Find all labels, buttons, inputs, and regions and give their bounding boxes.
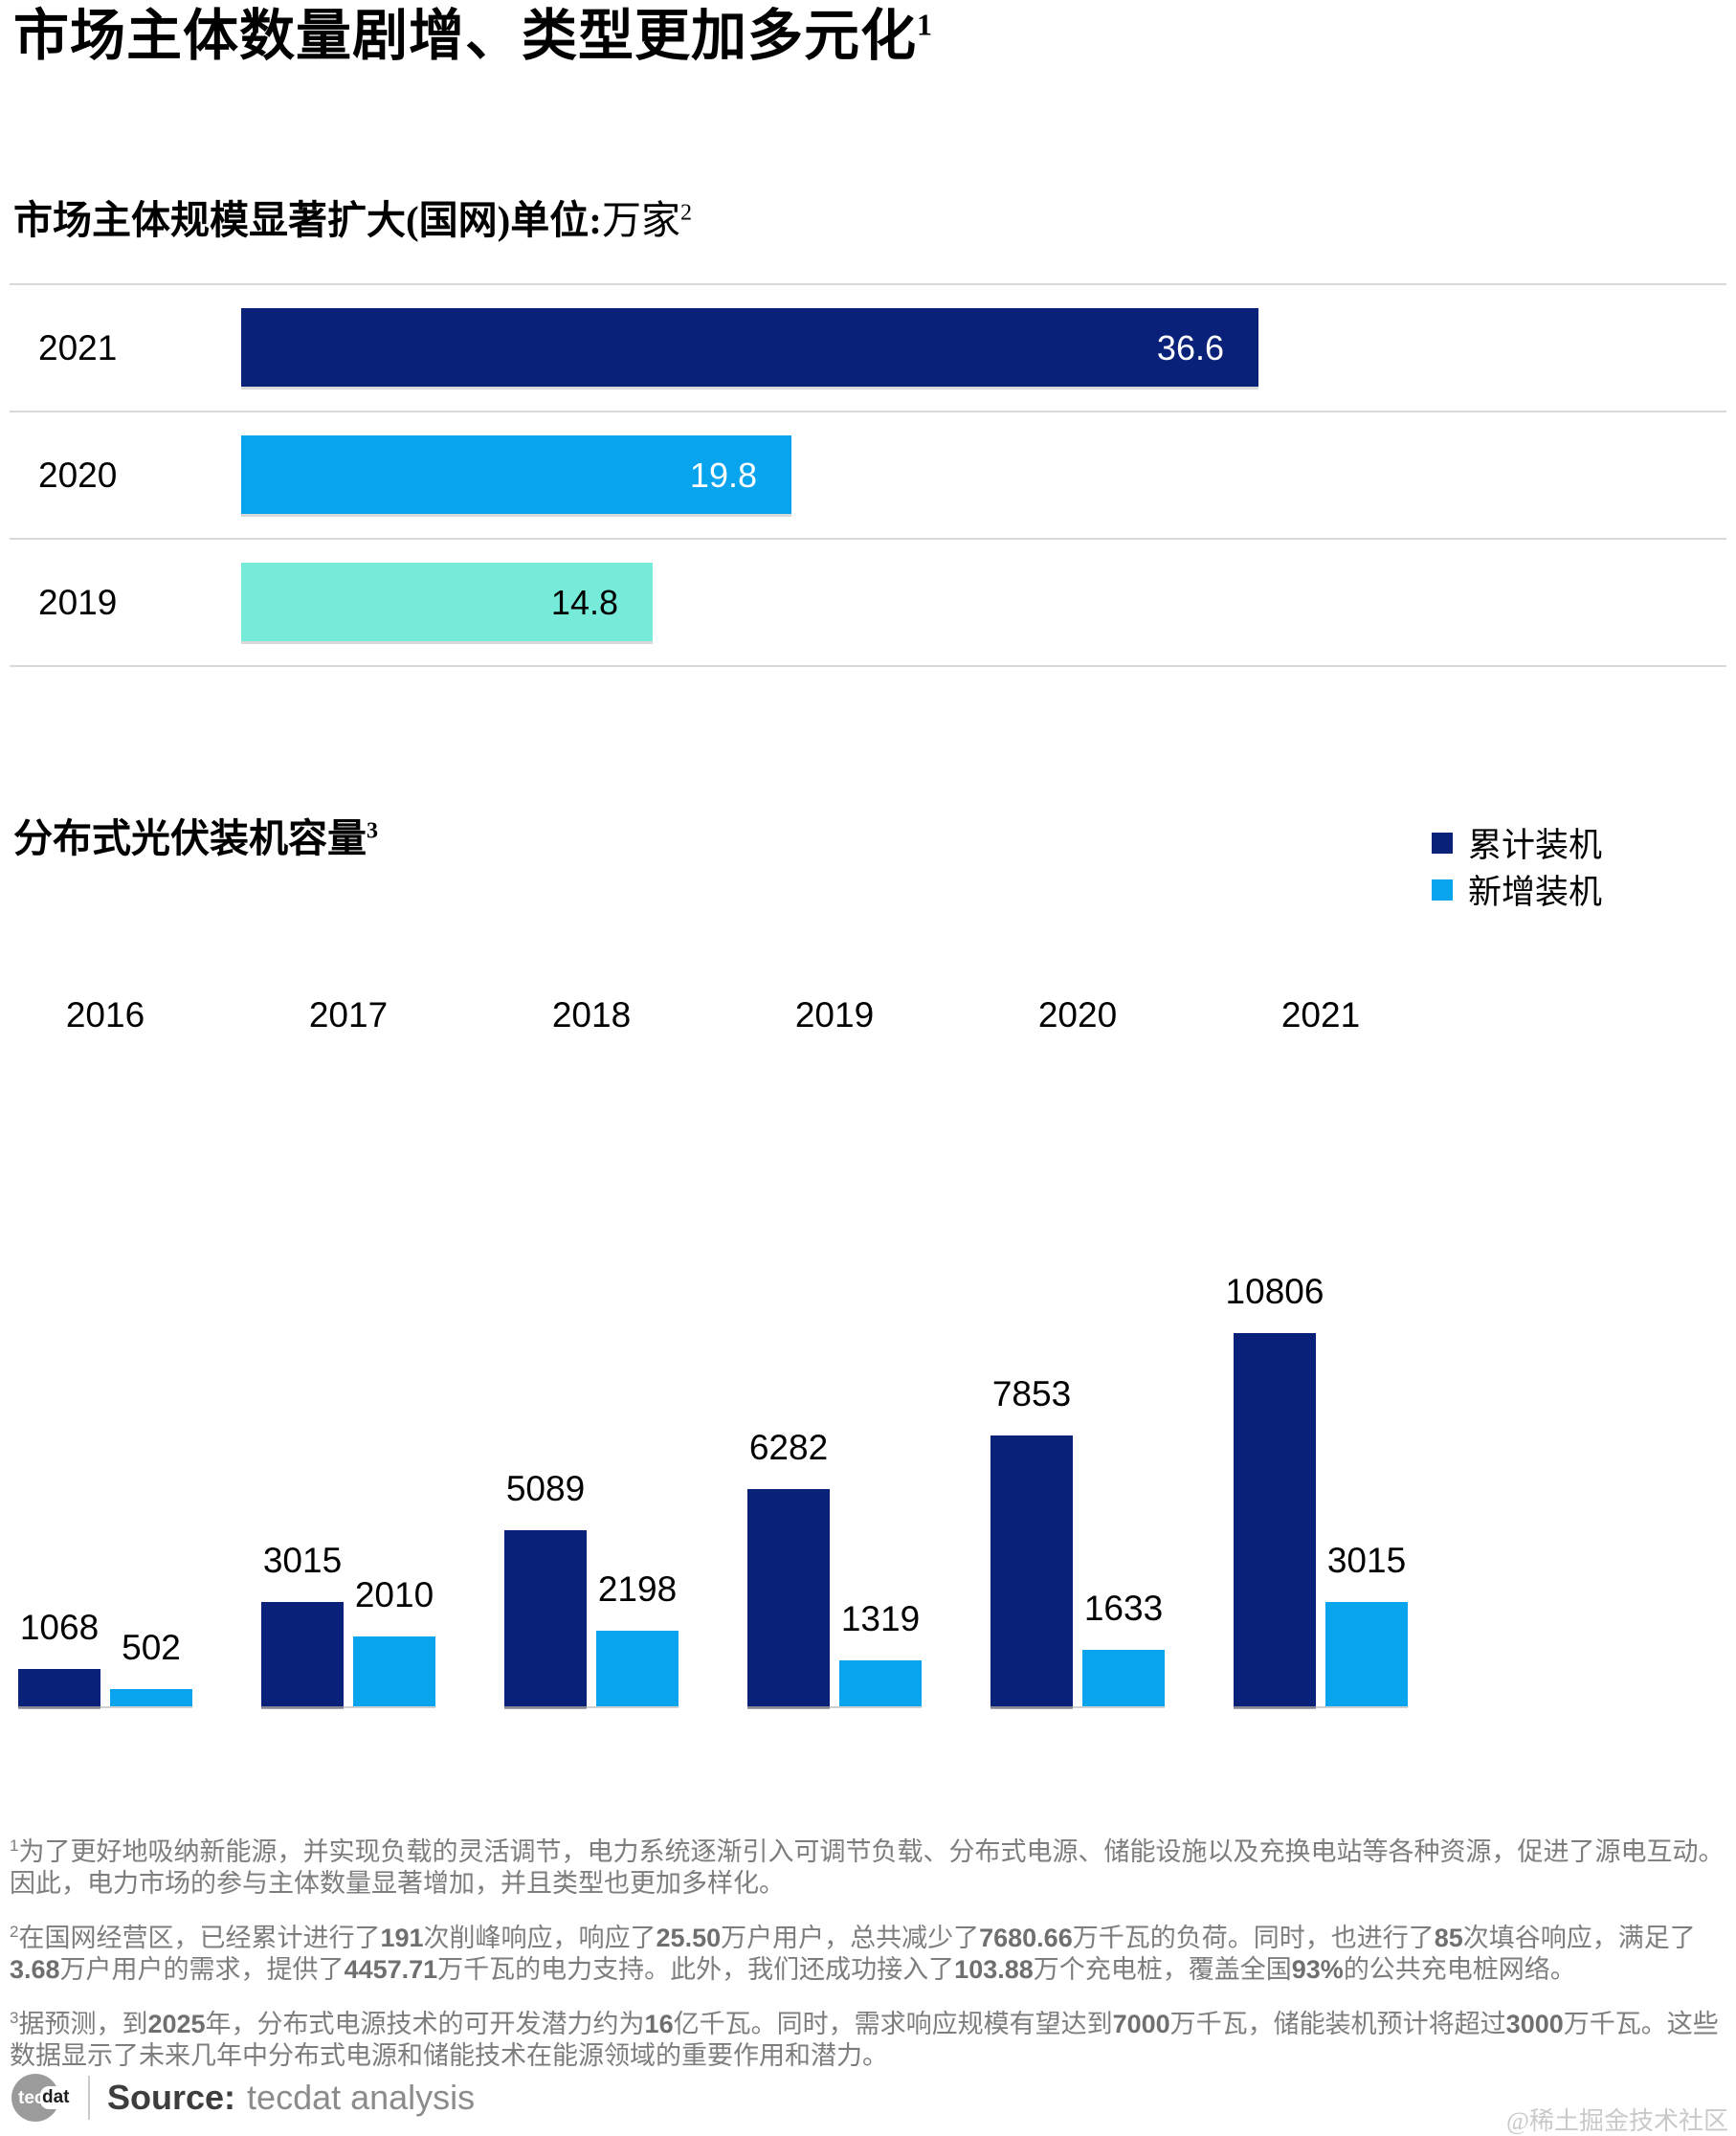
legend-item-new: 新增装机 — [1432, 866, 1602, 913]
footnotes: 1为了更好地吸纳新能源，并实现负载的灵活调节，电力系统逐渐引入可调节负载、分布式… — [10, 1830, 1725, 2088]
bar-value-label: 2198 — [597, 1569, 678, 1609]
market-entities-bar-chart: 2021 36.6 2020 19.8 2019 14.8 — [10, 283, 1726, 667]
bar-2021: 36.6 — [241, 308, 1258, 387]
source-footer: tec dat Source: tecdat analysis — [11, 2071, 475, 2125]
new-installed-bar-2017 — [353, 1636, 435, 1706]
footnote-marker: 2 — [10, 1923, 19, 1941]
legend-item-cumulative: 累计装机 — [1432, 819, 1602, 866]
year-label: 2018 — [551, 995, 632, 1035]
row-year-label: 2020 — [38, 455, 118, 495]
footnote-2: 2在国网经营区，已经累计进行了191次削峰响应，响应了25.50万户用户，总共减… — [10, 1916, 1725, 1986]
year-label: 2020 — [1037, 995, 1118, 1035]
bar-row-2021: 2021 36.6 — [10, 283, 1726, 411]
bar-group-2021: 10806 3015 — [1226, 1272, 1408, 1708]
chart1-title-text: 市场主体规模显著扩大(国网)单位: — [13, 198, 602, 242]
bar-value-label: 502 — [122, 1628, 181, 1667]
bar-value-label: 14.8 — [550, 583, 618, 622]
year-label: 2019 — [794, 995, 875, 1035]
legend-label: 新增装机 — [1468, 874, 1603, 911]
chart2-footnote-marker: 3 — [367, 818, 378, 844]
cumulative-installed-bar-2018 — [504, 1530, 587, 1706]
footnote-1: 1为了更好地吸纳新能源，并实现负载的灵活调节，电力系统逐渐引入可调节负载、分布式… — [10, 1830, 1725, 1900]
pv-capacity-bar-chart: 1068 502 3015 2010 5089 2198 6282 1319 7853 1633 1… — [18, 1272, 1408, 1708]
bar-value-label: 1633 — [1083, 1589, 1164, 1628]
cumulative-installed-bar-2016 — [18, 1669, 100, 1706]
bar-value-label: 7853 — [991, 1374, 1072, 1413]
bar-value-label: 1319 — [840, 1599, 921, 1638]
bar-value-label: 10806 — [1225, 1272, 1324, 1311]
source-value: tecdat analysis — [247, 2078, 476, 2117]
bar-value-label: 1068 — [19, 1608, 100, 1647]
footnote-marker: 1 — [10, 1836, 19, 1855]
footnote-text: 据预测，到2025年，分布式电源技术的可开发潜力约为16亿千瓦。同时，需求响应规… — [10, 2010, 1719, 2070]
bar-row-2020: 2020 19.8 — [10, 411, 1726, 538]
new-installed-bar-2020 — [1082, 1650, 1165, 1706]
chart2-title: 分布式光伏装机容量3 — [13, 806, 378, 863]
bar-2020: 19.8 — [241, 435, 791, 514]
chart2-title-text: 分布式光伏装机容量 — [13, 816, 367, 860]
bar-value-label: 3015 — [1326, 1541, 1407, 1580]
footnote-3: 3据预测，到2025年，分布式电源技术的可开发潜力约为16亿千瓦。同时，需求响应… — [10, 2002, 1725, 2072]
legend-swatch-new-icon — [1432, 879, 1453, 901]
new-installed-bar-2018 — [596, 1631, 679, 1706]
bar-group-2017: 3015 2010 — [261, 1333, 435, 1708]
bar-value-label: 2010 — [354, 1575, 434, 1614]
footnote-text: 在国网经营区，已经累计进行了191次削峰响应，响应了25.50万户用户，总共减少… — [10, 1924, 1696, 1984]
new-installed-bar-2021 — [1325, 1602, 1408, 1706]
bar-group-2020: 7853 1633 — [990, 1333, 1165, 1708]
legend-swatch-cumulative-icon — [1432, 832, 1453, 854]
bar-value-label: 36.6 — [1156, 328, 1224, 367]
tecdat-logo: tec dat — [11, 2073, 80, 2123]
cumulative-installed-bar-2020 — [990, 1435, 1073, 1706]
bar-value-label: 3015 — [262, 1541, 343, 1580]
row-year-label: 2021 — [38, 327, 118, 367]
year-label: 2021 — [1280, 995, 1361, 1035]
tecdat-logo-text-left: tec — [18, 2088, 45, 2108]
bar-group-2019: 6282 1319 — [747, 1333, 922, 1708]
tecdat-logo-text-right: dat — [40, 2086, 72, 2109]
bar-value-label: 6282 — [748, 1428, 829, 1467]
footer-divider — [88, 2076, 90, 2120]
chart1-unit-text: 万家 — [601, 198, 680, 242]
watermark: @稀土掘金技术社区 — [1506, 2107, 1728, 2135]
legend-label: 累计装机 — [1468, 827, 1603, 864]
bar-2019: 14.8 — [241, 563, 653, 641]
chart2-year-axis: 2016 2017 2018 2019 2020 2021 — [18, 995, 1408, 1035]
bar-group-2016: 1068 502 — [18, 1333, 192, 1708]
new-installed-bar-2019 — [839, 1660, 922, 1706]
bar-row-2019: 2019 14.8 — [10, 538, 1726, 665]
year-label: 2017 — [308, 995, 389, 1035]
bar-value-label: 5089 — [505, 1469, 586, 1508]
chart2-legend: 累计装机 新增装机 — [1432, 819, 1602, 913]
row-year-label: 2019 — [38, 582, 118, 622]
bar-group-2018: 5089 2198 — [504, 1333, 679, 1708]
page-title-text: 市场主体数量剧增、类型更加多元化 — [13, 5, 918, 67]
cumulative-installed-bar-2017 — [261, 1602, 344, 1706]
footnote-text: 为了更好地吸纳新能源，并实现负载的灵活调节，电力系统逐渐引入可调节负载、分布式电… — [10, 1837, 1725, 1898]
cumulative-installed-bar-2021 — [1234, 1333, 1316, 1706]
chart1-footnote-marker: 2 — [679, 200, 692, 226]
source-label: Source: — [107, 2078, 236, 2117]
bar-value-label: 19.8 — [689, 456, 757, 495]
footnote-marker: 3 — [10, 2009, 19, 2027]
page-title-footnote-marker: 1 — [917, 7, 934, 42]
new-installed-bar-2016 — [110, 1689, 192, 1706]
chart1-title: 市场主体规模显著扩大(国网)单位:万家2 — [13, 195, 692, 246]
cumulative-installed-bar-2019 — [747, 1489, 830, 1706]
year-label: 2016 — [65, 995, 145, 1035]
page-title: 市场主体数量剧增、类型更加多元化1 — [13, 2, 933, 72]
